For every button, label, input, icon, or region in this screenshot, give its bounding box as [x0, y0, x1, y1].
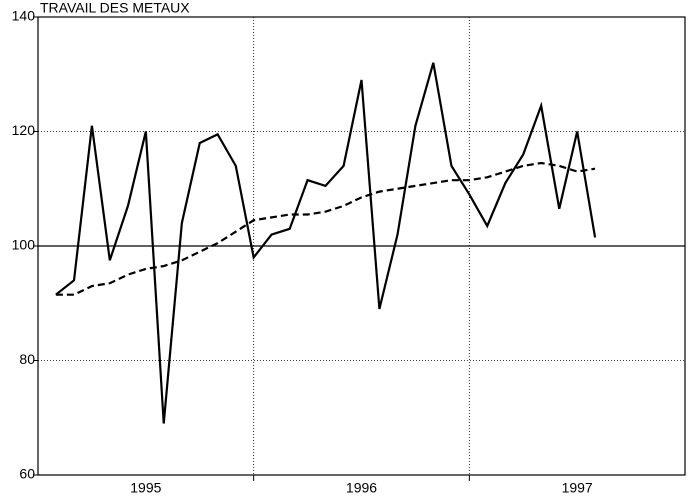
x-tick-label: 1996 [346, 480, 377, 496]
y-tick-label: 100 [12, 237, 36, 253]
y-tick-label: 140 [12, 8, 36, 24]
series-line [55, 62, 597, 424]
x-tick-label: 1997 [562, 480, 593, 496]
x-tick-label: 1995 [130, 480, 161, 496]
y-tick-label: 80 [19, 351, 35, 367]
y-tick-label: 120 [12, 122, 36, 138]
y-tick-label: 60 [19, 466, 35, 482]
series-line [55, 161, 596, 296]
chart-title: TRAVAIL DES METAUX [40, 0, 190, 16]
